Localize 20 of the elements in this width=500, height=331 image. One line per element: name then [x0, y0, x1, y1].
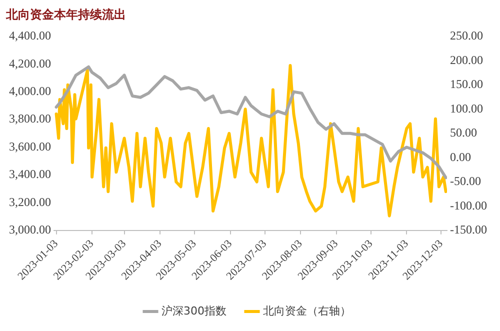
y2-tick-label: 150.00: [450, 77, 484, 92]
y2-tick-label: 50.00: [450, 126, 478, 140]
y2-tick-label: 100.00: [450, 101, 484, 116]
y-tick-label: 4,200.00: [9, 56, 51, 70]
y2-tick-label: 0.00: [450, 150, 472, 164]
y-tick-label: 4,000.00: [9, 84, 51, 98]
chart-title: 北向资金本年持续流出: [5, 7, 126, 22]
legend-label: 北向资金（右轴）: [263, 304, 351, 318]
y2-tick-label: -150.00: [450, 222, 488, 237]
y-tick-label: 3,800.00: [9, 112, 51, 126]
y2-tick-label: -100.00: [450, 198, 488, 212]
y-tick-label: 3,400.00: [9, 167, 51, 182]
y2-tick-label: 250.00: [450, 28, 484, 43]
y-tick-label: 3,000.00: [9, 222, 51, 237]
y-tick-label: 3,200.00: [9, 194, 51, 209]
y2-tick-label: 200.00: [450, 52, 484, 67]
y-tick-label: 4,400.00: [9, 28, 51, 43]
legend-label: 沪深300指数: [162, 304, 226, 318]
y2-tick-label: -50.00: [450, 174, 482, 188]
y-tick-label: 3,600.00: [9, 139, 51, 154]
